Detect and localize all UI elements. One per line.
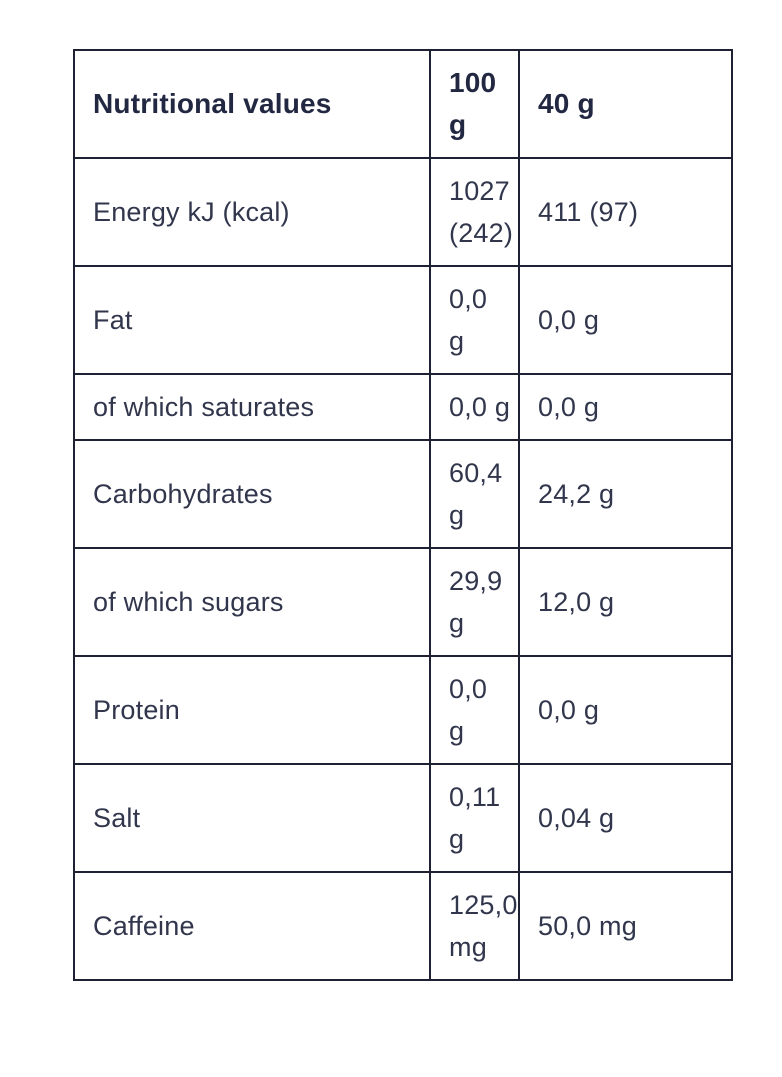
- per-100g-value-line: g: [449, 500, 465, 530]
- per-40g-cell: 50,0 mg: [518, 871, 733, 981]
- per-100g-cell: 1027 (242): [429, 157, 520, 267]
- per-40g-value: 0,0 g: [538, 392, 600, 422]
- header-100g-line: g: [449, 109, 467, 140]
- per-100g-value-line: g: [449, 824, 465, 854]
- per-40g-cell: 24,2 g: [518, 439, 733, 549]
- per-100g-cell: 0,0 g: [429, 373, 520, 441]
- per-40g-value: 12,0 g: [538, 587, 615, 617]
- per-40g-cell: 0,0 g: [518, 655, 733, 765]
- per-40g-cell: 12,0 g: [518, 547, 733, 657]
- per-100g-value-line: mg: [449, 932, 487, 962]
- row-label: Energy kJ (kcal): [93, 197, 290, 227]
- per-100g-cell: 60,4 g: [429, 439, 520, 549]
- header-40g: 40 g: [518, 49, 733, 159]
- header-40g-label: 40 g: [538, 88, 595, 119]
- per-100g-cell: 0,0 g: [429, 265, 520, 375]
- per-100g-cell: 0,0 g: [429, 655, 520, 765]
- header-100g: 100 g: [429, 49, 520, 159]
- row-label: of which sugars: [93, 587, 284, 617]
- per-100g-value-line: g: [449, 326, 465, 356]
- per-100g-value-line: g: [449, 608, 465, 638]
- row-label-cell: of which saturates: [73, 373, 431, 441]
- row-label-cell: of which sugars: [73, 547, 431, 657]
- row-label: Caffeine: [93, 911, 195, 941]
- per-100g-value-line: 29,9: [449, 566, 503, 596]
- header-row: Nutritional values 100 g 40 g: [73, 49, 733, 159]
- per-40g-cell: 0,0 g: [518, 373, 733, 441]
- row-label-cell: Salt: [73, 763, 431, 873]
- per-40g-cell: 0,04 g: [518, 763, 733, 873]
- row-label-cell: Fat: [73, 265, 431, 375]
- per-100g-value-line: g: [449, 716, 465, 746]
- table-row: Carbohydrates 60,4 g 24,2 g: [73, 439, 733, 549]
- per-100g-value-line: 60,4: [449, 458, 503, 488]
- per-100g-value-line: 0,0: [449, 674, 488, 704]
- per-100g-value-line: 1027: [449, 176, 510, 206]
- table-row: Protein 0,0 g 0,0 g: [73, 655, 733, 765]
- per-40g-value: 411 (97): [538, 197, 639, 227]
- per-100g-value-line: 125,0: [449, 890, 518, 920]
- row-label: Protein: [93, 695, 180, 725]
- table-row: Caffeine 125,0 mg 50,0 mg: [73, 871, 733, 981]
- per-40g-value: 0,0 g: [538, 695, 600, 725]
- row-label-cell: Protein: [73, 655, 431, 765]
- per-100g-value-line: 0,0: [449, 284, 488, 314]
- row-label: Carbohydrates: [93, 479, 273, 509]
- per-100g-cell: 125,0 mg: [429, 871, 520, 981]
- header-nutritional-values: Nutritional values: [73, 49, 431, 159]
- per-100g-value-line: 0,0 g: [449, 392, 511, 422]
- header-label: Nutritional values: [93, 88, 332, 119]
- per-100g-value-line: 0,11: [449, 782, 501, 812]
- per-40g-value: 24,2 g: [538, 479, 615, 509]
- table-row: Salt 0,11 g 0,04 g: [73, 763, 733, 873]
- per-100g-value-line: (242): [449, 218, 514, 248]
- per-40g-value: 50,0 mg: [538, 911, 637, 941]
- table-row: Energy kJ (kcal) 1027 (242) 411 (97): [73, 157, 733, 267]
- row-label: of which saturates: [93, 392, 315, 422]
- page: Nutritional values 100 g 40 g Energy kJ …: [0, 49, 782, 1077]
- per-100g-cell: 29,9 g: [429, 547, 520, 657]
- per-40g-cell: 411 (97): [518, 157, 733, 267]
- row-label-cell: Caffeine: [73, 871, 431, 981]
- nutrition-table: Nutritional values 100 g 40 g Energy kJ …: [73, 49, 733, 981]
- per-40g-cell: 0,0 g: [518, 265, 733, 375]
- row-label-cell: Energy kJ (kcal): [73, 157, 431, 267]
- per-40g-value: 0,04 g: [538, 803, 615, 833]
- row-label: Salt: [93, 803, 141, 833]
- per-100g-cell: 0,11 g: [429, 763, 520, 873]
- table-body: Energy kJ (kcal) 1027 (242) 411 (97) Fat 0,0 g…: [73, 157, 733, 981]
- row-label-cell: Carbohydrates: [73, 439, 431, 549]
- table-row: of which saturates 0,0 g 0,0 g: [73, 373, 733, 441]
- header-100g-line: 100: [449, 67, 497, 98]
- row-label: Fat: [93, 305, 133, 335]
- table-row: Fat 0,0 g 0,0 g: [73, 265, 733, 375]
- table-row: of which sugars 29,9 g 12,0 g: [73, 547, 733, 657]
- per-40g-value: 0,0 g: [538, 305, 600, 335]
